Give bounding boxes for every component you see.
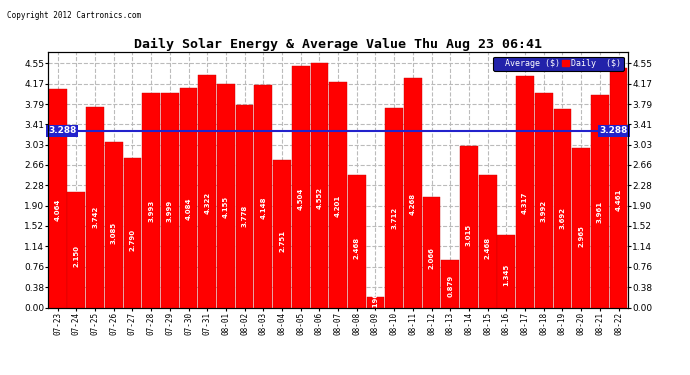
Bar [591, 95, 609, 308]
Text: 3.288: 3.288 [600, 126, 628, 135]
Bar [310, 63, 328, 308]
Bar [460, 146, 478, 308]
Text: 2.965: 2.965 [578, 225, 584, 247]
Text: 0.196: 0.196 [373, 292, 379, 314]
Text: 2.468: 2.468 [354, 237, 359, 259]
Bar [329, 82, 347, 308]
Bar [348, 175, 366, 308]
Text: 4.552: 4.552 [317, 186, 322, 209]
Text: 2.790: 2.790 [130, 229, 135, 251]
Bar [142, 93, 160, 308]
Bar [516, 76, 534, 307]
Bar [292, 66, 310, 308]
Bar [217, 84, 235, 308]
Text: 4.322: 4.322 [204, 192, 210, 214]
Bar [273, 160, 291, 308]
Text: 4.155: 4.155 [223, 196, 229, 218]
Legend: Average ($), Daily  ($): Average ($), Daily ($) [493, 57, 624, 70]
Bar [161, 93, 179, 308]
Text: 0.879: 0.879 [447, 275, 453, 297]
Bar [535, 93, 553, 308]
Bar [255, 85, 272, 308]
Bar [105, 142, 123, 308]
Bar [198, 75, 216, 308]
Text: 3.085: 3.085 [110, 222, 117, 244]
Title: Daily Solar Energy & Average Value Thu Aug 23 06:41: Daily Solar Energy & Average Value Thu A… [134, 38, 542, 51]
Bar [68, 192, 86, 308]
Text: 3.692: 3.692 [560, 207, 566, 229]
Bar [442, 260, 459, 308]
Text: 3.742: 3.742 [92, 206, 98, 228]
Text: 4.084: 4.084 [186, 198, 192, 220]
Bar [366, 297, 384, 307]
Text: 2.468: 2.468 [484, 237, 491, 259]
Bar [423, 196, 440, 308]
Text: 3.778: 3.778 [241, 205, 248, 227]
Bar [404, 78, 422, 308]
Text: 3.712: 3.712 [391, 207, 397, 229]
Text: 4.201: 4.201 [335, 195, 341, 217]
Text: 2.066: 2.066 [428, 247, 435, 268]
Text: 3.288: 3.288 [48, 126, 77, 135]
Bar [86, 106, 104, 308]
Text: Copyright 2012 Cartronics.com: Copyright 2012 Cartronics.com [7, 11, 141, 20]
Text: 4.064: 4.064 [55, 198, 61, 220]
Text: 2.150: 2.150 [73, 244, 79, 267]
Bar [553, 109, 571, 307]
Text: 3.961: 3.961 [597, 201, 603, 223]
Bar [479, 175, 497, 308]
Text: 4.268: 4.268 [410, 194, 416, 216]
Text: 4.461: 4.461 [615, 189, 622, 211]
Bar [124, 158, 141, 308]
Text: 2.751: 2.751 [279, 230, 285, 252]
Bar [497, 235, 515, 308]
Text: 3.993: 3.993 [148, 200, 154, 222]
Text: 1.345: 1.345 [504, 264, 509, 286]
Text: 3.992: 3.992 [541, 200, 546, 222]
Bar [179, 88, 197, 308]
Bar [610, 68, 627, 308]
Text: 4.317: 4.317 [522, 192, 528, 214]
Text: 3.999: 3.999 [167, 200, 172, 222]
Text: 3.015: 3.015 [466, 224, 472, 246]
Bar [236, 105, 253, 308]
Text: 4.148: 4.148 [260, 196, 266, 219]
Bar [385, 108, 403, 307]
Bar [572, 148, 590, 308]
Text: 4.504: 4.504 [297, 188, 304, 210]
Bar [49, 89, 66, 308]
